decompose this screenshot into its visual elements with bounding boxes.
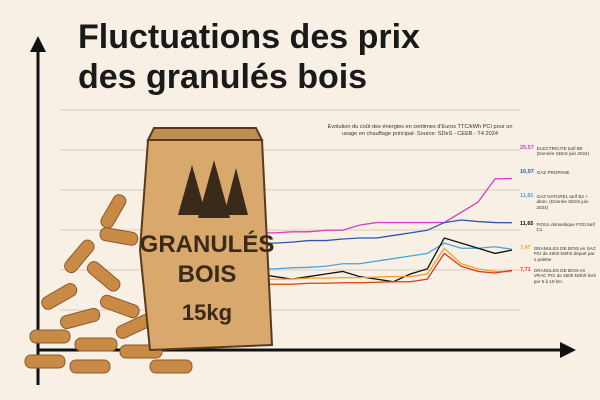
legend-entry: 11,65 FIOUL domestique FOD tarif C1 (520, 221, 598, 233)
bag: GRANULÉS BOIS 15kg (138, 127, 275, 352)
line (258, 219, 513, 244)
title: des granulés bois (78, 58, 367, 96)
value-label: 11,65 (520, 221, 534, 227)
background-lines (60, 109, 520, 311)
legend-label: GRANULES DE BOIS en VRAC PCI de 4600 kWh… (533, 268, 597, 284)
line (258, 247, 513, 280)
legend-entry: 7,47 GRANULES DE BOIS en SAC PCI de 4600 … (520, 245, 598, 262)
title: Fluctuations des prix (78, 18, 420, 56)
legend-label: GAZ PROPANE (536, 170, 570, 175)
line (257, 237, 513, 283)
legend-entry: 7,71 GRANULES DE BOIS en VRAC PCI de 4600… (520, 267, 598, 284)
legend-entry: 11,81 GAZ NATUREL tarif B2 + abon. (Donné… (520, 193, 598, 210)
line (258, 242, 513, 270)
bag-text: 15kg (182, 300, 232, 325)
value-label: 11,81 (520, 193, 534, 199)
value-label: 7,47 (520, 245, 531, 251)
bag-text: BOIS (178, 261, 237, 288)
bag-text: GRANULÉS (140, 230, 275, 258)
legend-label: GRANULES DE BOIS en SAC PCI de 4600 kWh/… (533, 246, 597, 262)
legend-label: GAZ NATUREL tarif B2 + abon. (Donnée SDe… (536, 194, 589, 210)
value-label: 7,71 (520, 267, 531, 273)
value-label: 25,57 (520, 145, 534, 151)
chart-title: Evolution du coût des énergies en centim… (327, 124, 513, 137)
plot (257, 177, 513, 285)
line (258, 177, 513, 234)
legend-entry: 25,57 ELECTRICITE tarif B0 (Donnée SDeS j… (520, 145, 598, 157)
pellets (24, 194, 193, 374)
legend-entry: 16,97 GAZ PROPANE (520, 169, 598, 175)
legend-label: ELECTRICITE tarif B0 (Donnée SDeS juin 2… (536, 146, 590, 157)
legend-label: FIOUL domestique FOD tarif C1 (536, 222, 595, 233)
value-label: 16,97 (520, 169, 534, 175)
line (258, 252, 513, 285)
